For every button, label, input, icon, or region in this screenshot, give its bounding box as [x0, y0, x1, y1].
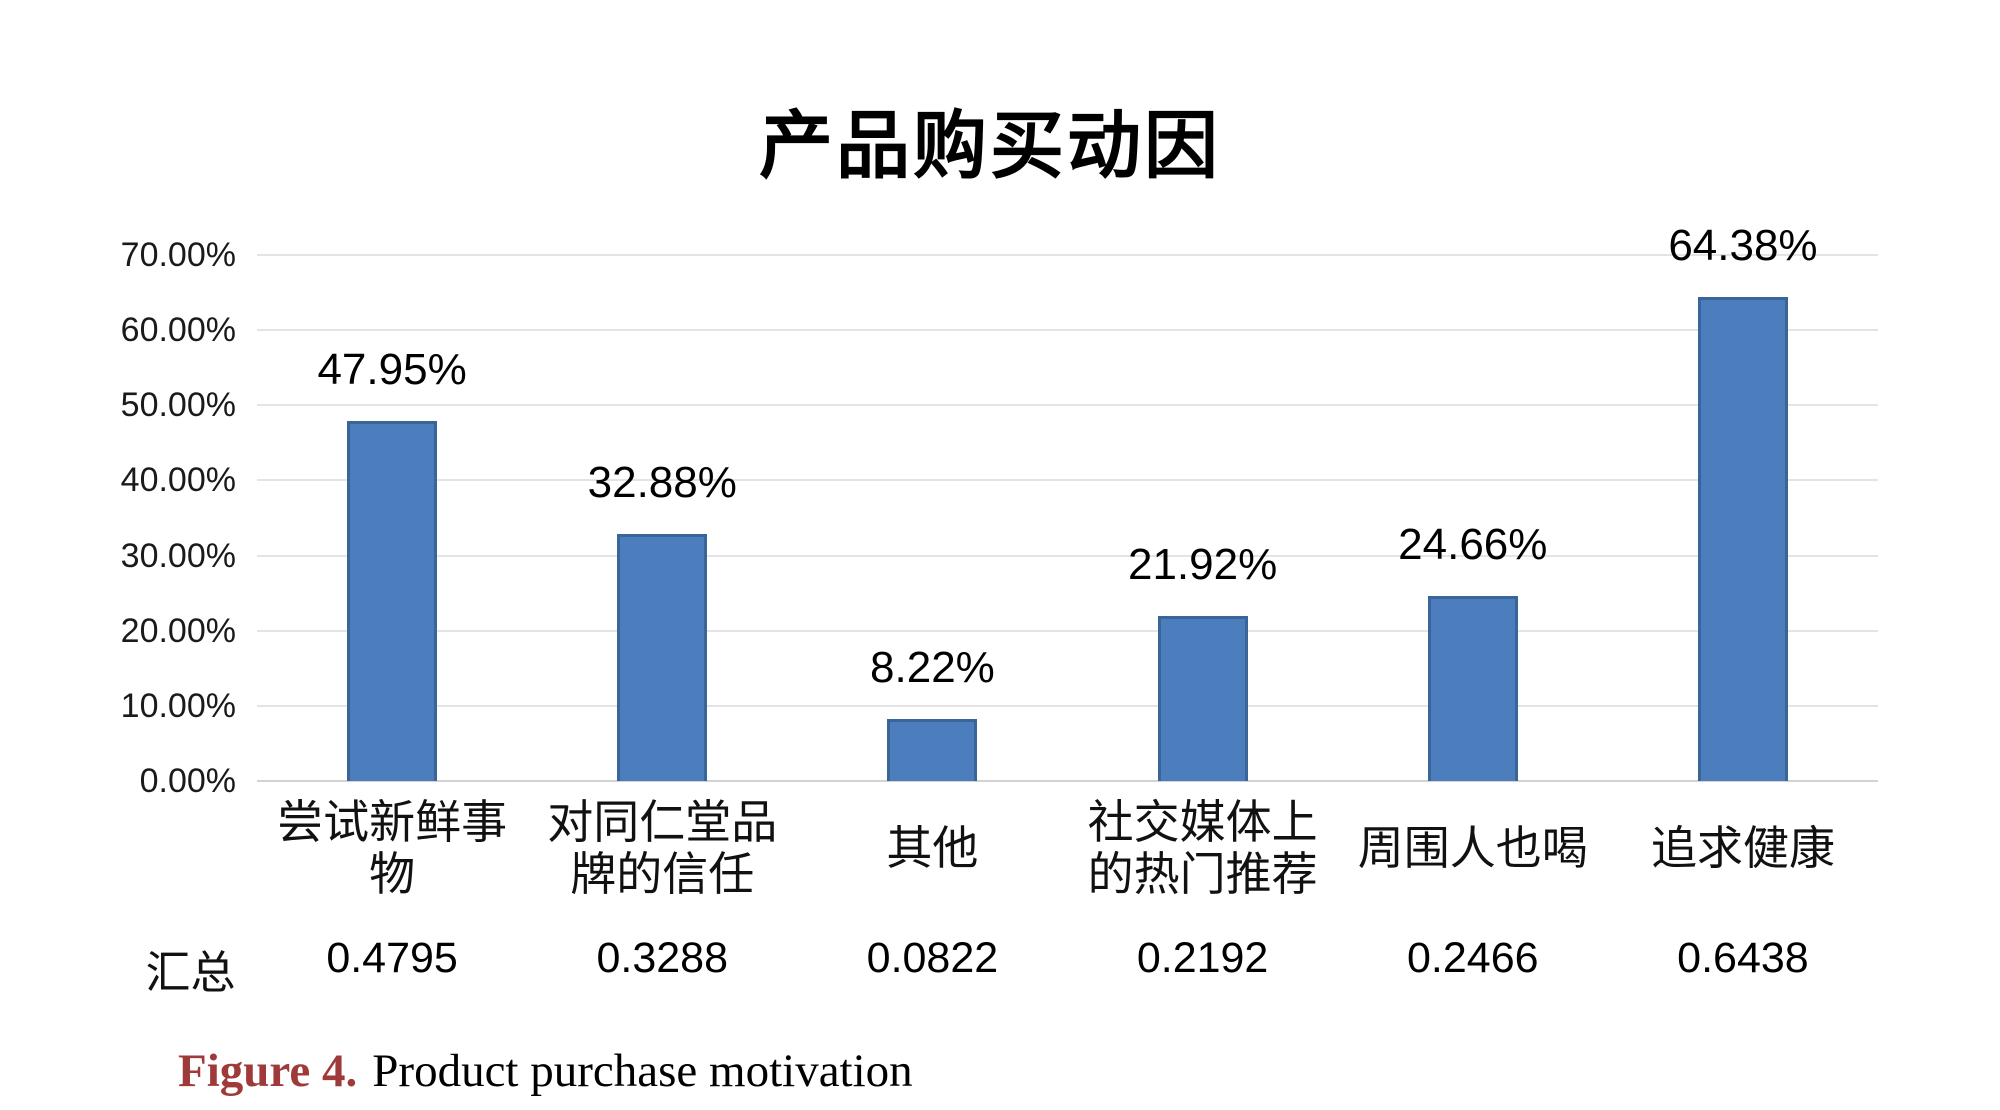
y-axis-tick-label: 60.00% [120, 311, 236, 350]
bar [617, 533, 708, 781]
figure-caption: Figure 4. Product purchase motivation [178, 1044, 913, 1098]
y-axis-tick-label: 70.00% [120, 236, 236, 274]
bars-container: 47.95% 32.88% 8.22% 21.92% 24.66% 64.38% [257, 221, 1878, 781]
y-axis-tick-label: 40.00% [120, 461, 236, 500]
bar-value-label: 8.22% [870, 643, 995, 693]
y-axis-tick-label: 50.00% [120, 386, 236, 425]
summary-value: 0.4795 [326, 934, 458, 982]
y-axis-tick-label: 0.00% [139, 762, 236, 800]
bar [347, 420, 438, 781]
bar-slot: 64.38% [1608, 221, 1878, 781]
bar-slot: 32.88% [527, 255, 797, 781]
bar-slot: 47.95% [257, 255, 527, 781]
bar-slot: 21.92% [1068, 255, 1338, 781]
gridline [257, 629, 1878, 632]
y-axis-tick-label: 20.00% [120, 611, 236, 650]
bar-slot: 8.22% [797, 255, 1067, 781]
gridline [257, 329, 1878, 332]
gridline [257, 404, 1878, 407]
category-label: 尝试新鲜事物 [277, 797, 508, 901]
bar-value-label: 47.95% [317, 344, 467, 394]
bar-value-label: 21.92% [1127, 540, 1278, 590]
chart-title: 产品购买动因 [759, 106, 1221, 188]
gridline [257, 254, 1878, 256]
figure-caption-number: Figure 4. [178, 1045, 358, 1097]
category-label: 对同仁堂品牌的信任 [547, 797, 778, 901]
bar-value-label: 64.38% [1668, 221, 1818, 271]
summary-value: 0.0822 [866, 934, 999, 982]
summary-row-label: 汇总 [145, 948, 236, 998]
bar [887, 719, 978, 781]
y-axis: 70.00% 60.00% 50.00% 40.00% 30.00% 20.00% 10.0… [18, 0, 236, 1110]
category-label: 其他 [886, 823, 979, 875]
summary-value: 0.2466 [1407, 934, 1539, 982]
figure-caption-text: Product purchase motivation [372, 1045, 913, 1097]
category-label: 周围人也喝 [1357, 823, 1588, 875]
y-axis-tick-label: 30.00% [120, 536, 236, 575]
bar-value-label: 32.88% [587, 457, 737, 507]
gridline [257, 554, 1878, 557]
summary-value: 0.2192 [1136, 934, 1269, 982]
gridline [257, 704, 1878, 707]
bar-value-label: 24.66% [1398, 519, 1548, 569]
summary-value: 0.3288 [596, 934, 729, 982]
x-axis-line [257, 780, 1878, 782]
category-label: 追求健康 [1650, 823, 1835, 875]
summary-value: 0.6438 [1677, 934, 1809, 982]
category-label: 社交媒体上的热门推荐 [1087, 797, 1318, 901]
summary-row: 0.4795 0.3288 0.0822 0.2192 0.2466 0.6438 [257, 934, 1878, 983]
y-axis-tick-label: 10.00% [120, 686, 236, 725]
gridline [257, 479, 1878, 482]
plot-area: 47.95% 32.88% 8.22% 21.92% 24.66% 64.38% [257, 221, 1878, 782]
bar-slot: 24.66% [1338, 255, 1608, 781]
bar [1157, 616, 1248, 781]
bar [1697, 297, 1788, 781]
bar [1427, 595, 1518, 781]
x-axis-labels: 尝试新鲜事物 对同仁堂品牌的信任 其他 社交媒体上的热门推荐 周围人也喝 追求健康 [257, 797, 1878, 902]
